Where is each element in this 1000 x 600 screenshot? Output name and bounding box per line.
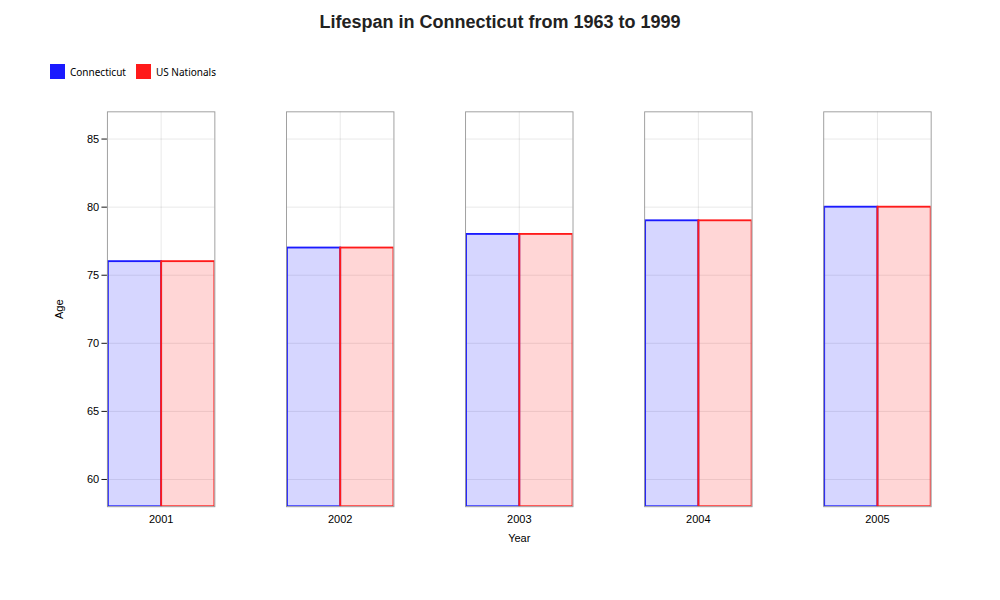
- svg-text:2005: 2005: [865, 513, 890, 525]
- svg-text:85: 85: [87, 133, 99, 145]
- svg-text:Age: Age: [53, 299, 65, 319]
- html-text:Connecticut: Connecticut: [70, 64, 126, 79]
- svg-text:75: 75: [87, 269, 99, 281]
- svg-text:80: 80: [87, 201, 99, 213]
- html-text:Lifespan in Connecticut from 1: Lifespan in Connecticut from 1963 to 199…: [319, 12, 681, 32]
- svg-text:60: 60: [87, 473, 99, 485]
- svg-text:2001: 2001: [149, 513, 174, 525]
- html-text:US Nationals: US Nationals: [156, 64, 216, 79]
- svg-text:70: 70: [87, 337, 99, 349]
- svg-text:Year: Year: [508, 532, 531, 544]
- svg-text:2003: 2003: [507, 513, 532, 525]
- svg-text:2004: 2004: [686, 513, 711, 525]
- svg-text:65: 65: [87, 405, 99, 417]
- svg-text:2002: 2002: [328, 513, 353, 525]
